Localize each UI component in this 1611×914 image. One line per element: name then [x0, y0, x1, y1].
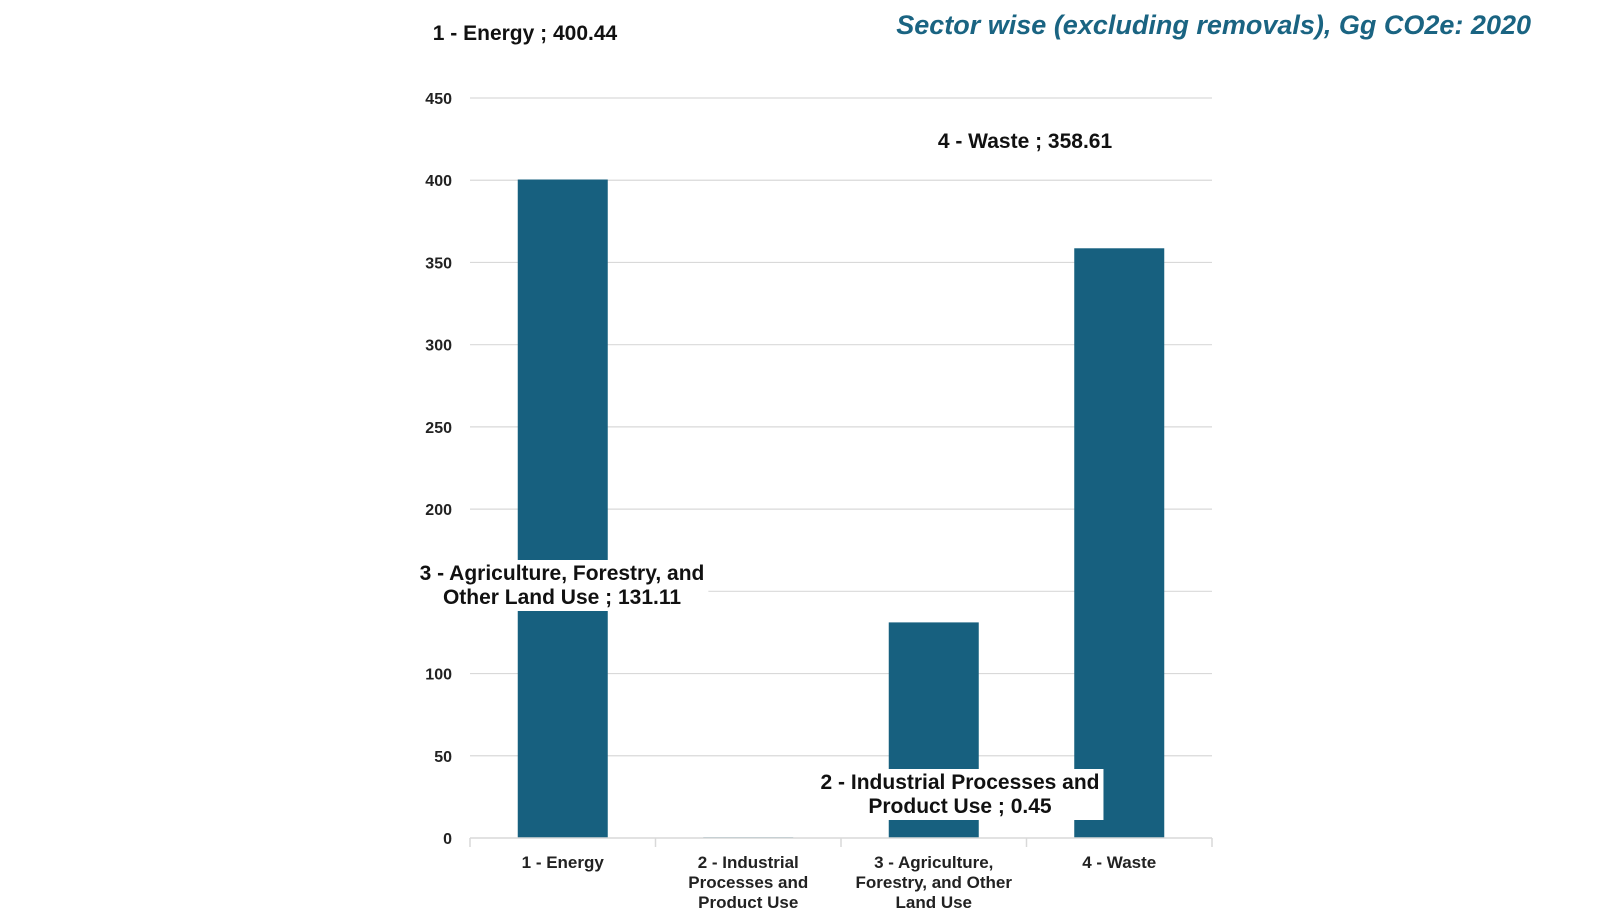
bars — [517, 179, 1165, 839]
x-tick-label: 2 - Industrial Processes and Product Use — [688, 853, 808, 912]
y-tick-label: 50 — [434, 749, 452, 766]
y-tick-label: 250 — [425, 420, 452, 437]
data-label-background — [428, 20, 622, 47]
data-label-background — [415, 560, 709, 611]
chart-title: Sector wise (excluding removals), Gg CO2… — [896, 10, 1531, 40]
data-labels: 1 - Energy ; 400.44 2 - Industrial Proces… — [415, 20, 1117, 820]
data-label-text: 3 - Agriculture, Forestry, and Other Land… — [420, 562, 705, 609]
data-label-background — [816, 769, 1104, 820]
data-label-text: 2 - Industrial Processes and Product Use … — [821, 771, 1100, 818]
data-label-text: 1 - Energy ; 400.44 — [433, 22, 618, 45]
bar — [517, 179, 608, 839]
y-tick-label: 200 — [425, 502, 452, 519]
data-label-text: 4 - Waste ; 358.61 — [938, 130, 1113, 153]
x-tick-label: 1 - Energy — [522, 853, 605, 872]
x-tick-label: 4 - Waste — [1082, 853, 1156, 872]
bar — [1074, 248, 1165, 839]
y-tick-label: 400 — [425, 173, 452, 190]
y-tick-label: 350 — [425, 255, 452, 272]
data-label: 1 - Energy ; 400.44 — [428, 20, 622, 47]
data-label: 2 - Industrial Processes and Product Use … — [816, 769, 1104, 820]
y-tick-label: 300 — [425, 338, 452, 355]
x-tick-label: 3 - Agriculture, Forestry, and Other Land … — [856, 853, 1013, 912]
data-label-background — [933, 128, 1117, 155]
data-label: 4 - Waste ; 358.61 — [933, 128, 1117, 155]
y-tick-label: 100 — [425, 667, 452, 684]
data-label: 3 - Agriculture, Forestry, and Other Land… — [415, 560, 709, 611]
y-tick-label: 0 — [443, 831, 452, 848]
axes: 0 50 100 200 250 300 350 400 450 1 - Energy 2 - In… — [425, 91, 1213, 912]
y-tick-label: 450 — [425, 91, 452, 108]
